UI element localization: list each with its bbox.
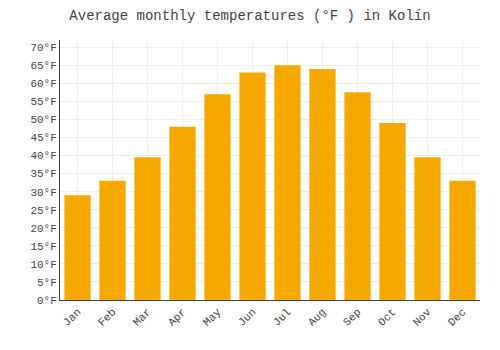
svg-text:15°F: 15°F: [30, 241, 56, 253]
svg-text:Mar: Mar: [131, 306, 153, 328]
svg-text:10°F: 10°F: [30, 259, 56, 271]
svg-text:Oct: Oct: [376, 306, 398, 328]
svg-text:Dec: Dec: [446, 306, 468, 328]
svg-text:20°F: 20°F: [30, 223, 56, 235]
svg-text:Nov: Nov: [411, 306, 434, 329]
svg-text:May: May: [201, 306, 224, 329]
svg-text:65°F: 65°F: [30, 60, 56, 72]
svg-text:Sep: Sep: [341, 306, 363, 328]
svg-text:60°F: 60°F: [30, 78, 56, 90]
svg-text:70°F: 70°F: [30, 42, 56, 54]
svg-text:5°F: 5°F: [37, 277, 57, 289]
svg-text:45°F: 45°F: [30, 132, 56, 144]
svg-text:Feb: Feb: [96, 306, 118, 328]
svg-text:Jul: Jul: [271, 306, 293, 328]
svg-text:25°F: 25°F: [30, 205, 56, 217]
svg-text:50°F: 50°F: [30, 114, 56, 126]
svg-text:55°F: 55°F: [30, 96, 56, 108]
svg-text:Aug: Aug: [306, 306, 328, 328]
svg-text:Jun: Jun: [236, 306, 258, 328]
svg-text:Apr: Apr: [166, 306, 188, 328]
svg-text:35°F: 35°F: [30, 168, 56, 180]
svg-text:40°F: 40°F: [30, 150, 56, 162]
svg-text:Average monthly temperatures (: Average monthly temperatures (°F ) in Ko…: [69, 8, 430, 24]
svg-text:0°F: 0°F: [37, 295, 57, 307]
svg-text:30°F: 30°F: [30, 187, 56, 199]
svg-text:Jan: Jan: [61, 306, 83, 328]
